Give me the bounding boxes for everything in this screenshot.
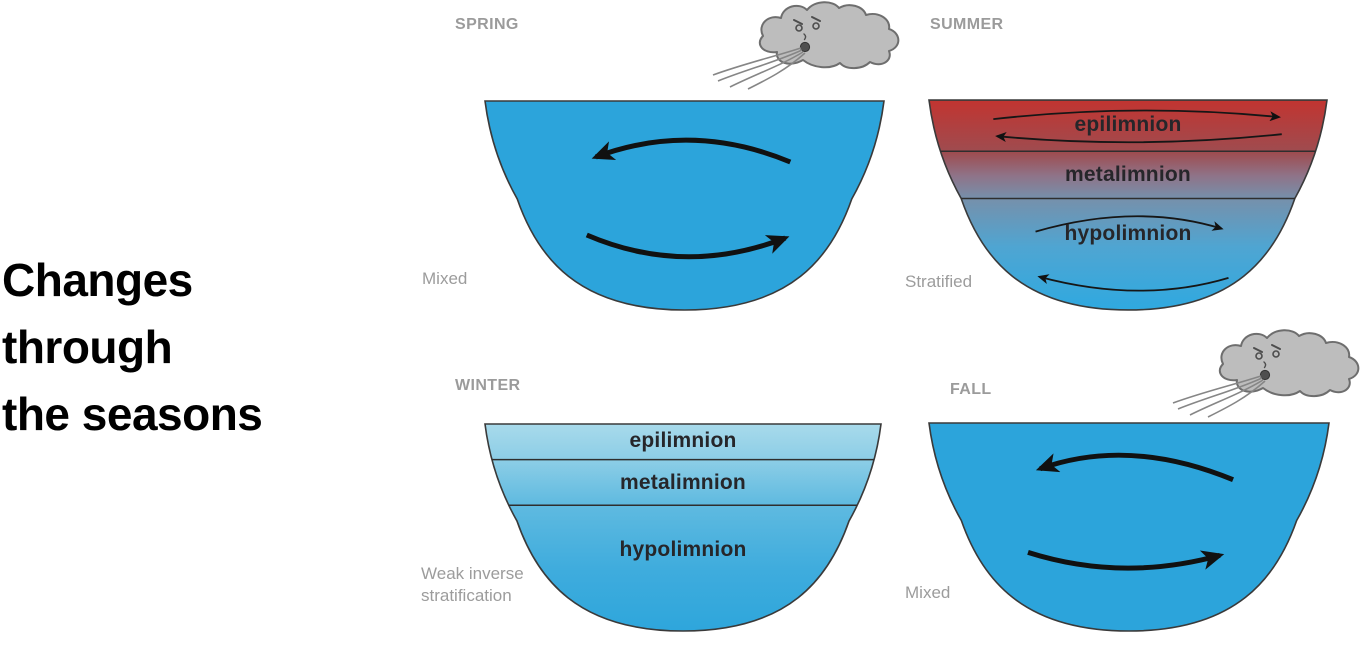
- layer-label-hypolimnion: hypolimnion: [1064, 222, 1192, 245]
- spring-basin: [484, 100, 885, 311]
- fall-basin: [928, 422, 1330, 632]
- status-label-fall: Mixed: [905, 583, 951, 602]
- layer-label-hypolimnion: hypolimnion: [619, 538, 747, 561]
- season-label-fall: FALL: [950, 381, 992, 398]
- layer-label-metalimnion: metalimnion: [1065, 163, 1191, 186]
- circulation-arrow-lower: [585, 232, 790, 260]
- wind-cloud-icon: [712, 1, 900, 90]
- status-label-winter: Weak inverse stratification: [421, 564, 524, 605]
- epilimnion-loop-arrow-bottom: [995, 132, 1282, 144]
- circulation-arrow-lower: [1027, 550, 1225, 571]
- season-label-spring: SPRING: [455, 16, 519, 33]
- hypolimnion-arrow-lower: [1037, 274, 1229, 292]
- wind-cloud-icon: [1172, 329, 1360, 418]
- status-label-summer: Stratified: [905, 272, 973, 291]
- season-label-summer: SUMMER: [930, 16, 1004, 33]
- layer-dividers: [487, 458, 879, 506]
- layer-dividers: [931, 150, 1325, 200]
- winter-basin: [484, 423, 882, 632]
- epilimnion-loop-arrow-top: [993, 109, 1281, 122]
- circulation-arrow-upper: [1035, 452, 1235, 483]
- summer-basin: [928, 99, 1328, 311]
- circulation-arrow-upper: [591, 137, 792, 165]
- status-label-spring: Mixed: [422, 269, 468, 288]
- layer-label-epilimnion: epilimnion: [1074, 113, 1182, 136]
- hypolimnion-arrow-upper: [1035, 215, 1224, 233]
- layer-label-epilimnion: epilimnion: [629, 429, 737, 452]
- season-label-winter: WINTER: [455, 377, 521, 394]
- page-title: Changes through the seasons: [2, 254, 263, 440]
- layer-label-metalimnion: metalimnion: [620, 471, 746, 494]
